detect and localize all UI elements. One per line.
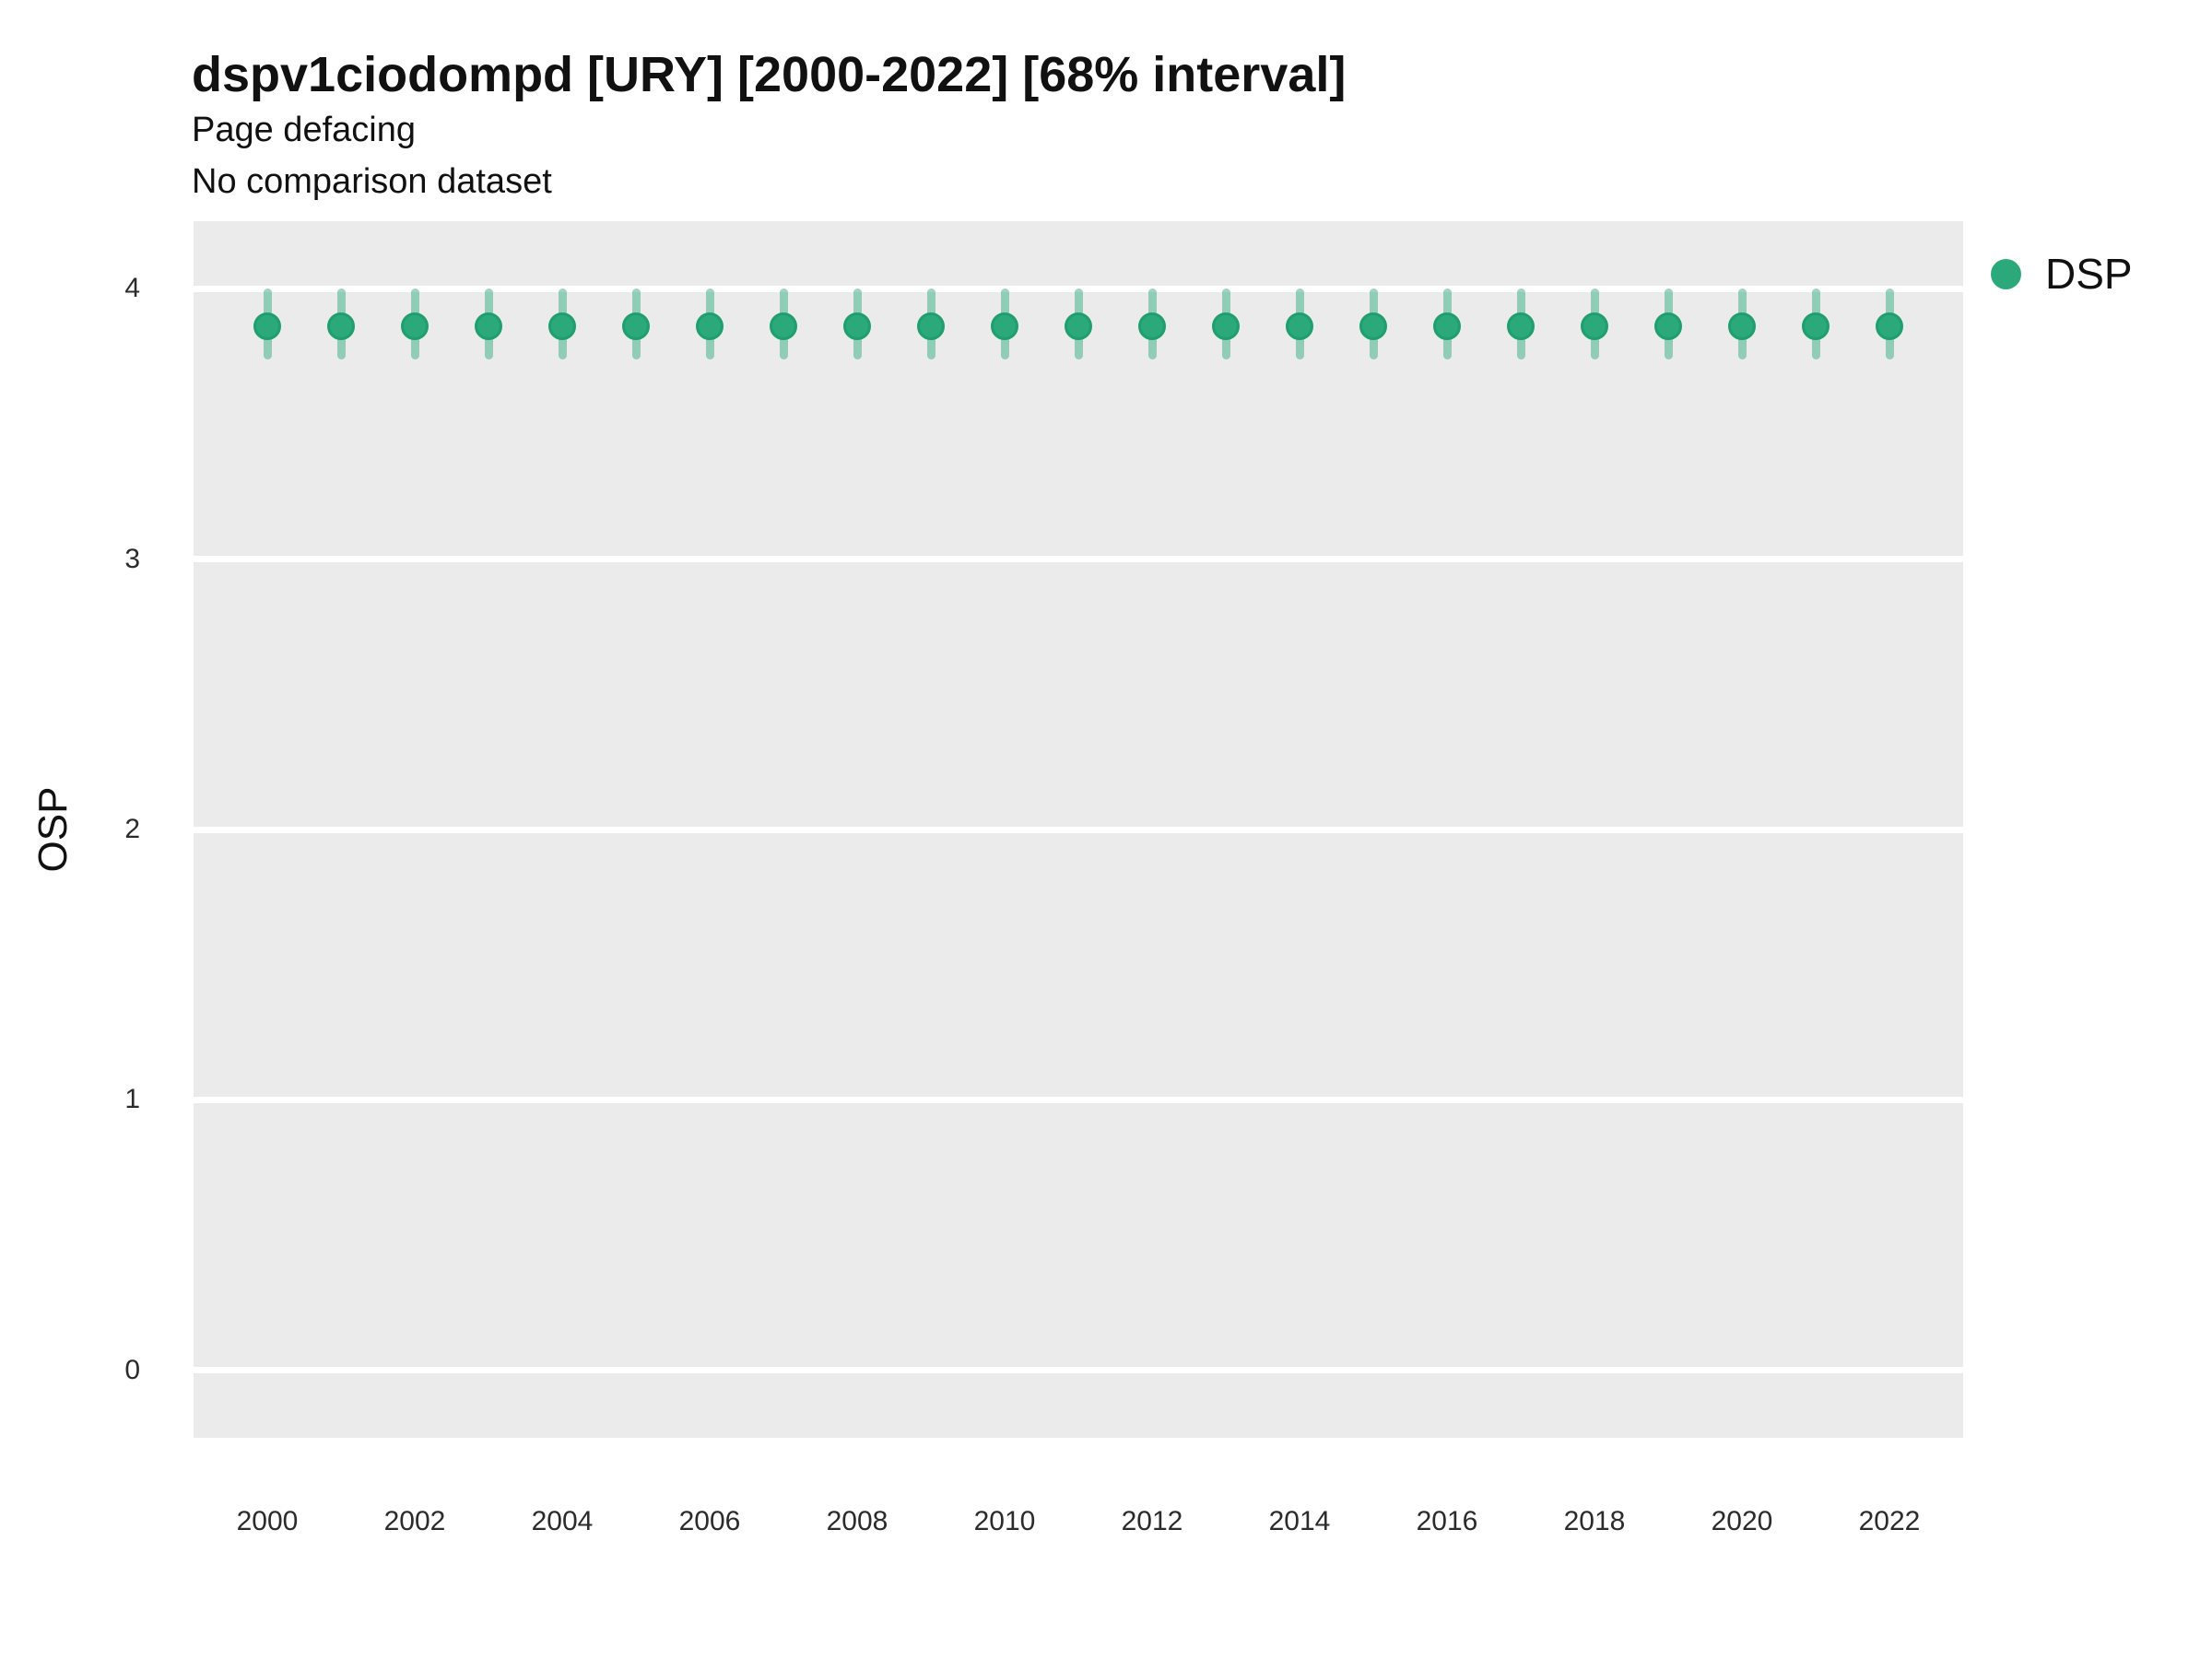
data-point	[1359, 312, 1387, 341]
data-point	[991, 312, 1018, 341]
data-point	[1433, 312, 1461, 341]
legend: DSP	[1991, 249, 2133, 299]
data-point	[1581, 312, 1608, 341]
data-point	[770, 312, 797, 341]
x-tick-label: 2000	[236, 1506, 299, 1536]
data-point	[327, 312, 355, 341]
data-point	[1507, 312, 1535, 341]
x-tick-label: 2008	[826, 1506, 888, 1536]
legend-swatch-icon	[1991, 258, 2021, 289]
y-gridline	[194, 1367, 1963, 1374]
data-point	[1876, 312, 1903, 341]
x-tick-label: 2022	[1858, 1506, 1921, 1536]
y-gridline	[194, 285, 1963, 292]
x-tick-label: 2002	[383, 1506, 446, 1536]
y-gridline	[194, 826, 1963, 833]
data-point	[1802, 312, 1830, 341]
chart-note: No comparison dataset	[192, 162, 552, 201]
x-tick-label: 2006	[678, 1506, 741, 1536]
data-point	[1212, 312, 1240, 341]
data-point	[475, 312, 502, 341]
y-tick-label: 2	[124, 814, 140, 844]
data-point	[1286, 312, 1313, 341]
data-point	[1065, 312, 1092, 341]
x-tick-label: 2004	[531, 1506, 594, 1536]
x-tick-label: 2014	[1268, 1506, 1331, 1536]
legend-label: DSP	[2045, 250, 2133, 298]
data-point	[1728, 312, 1756, 341]
data-point	[401, 312, 429, 341]
x-tick-label: 2012	[1121, 1506, 1183, 1536]
data-point	[1654, 312, 1682, 341]
chart-subtitle: Page defacing	[192, 111, 416, 149]
x-tick-label: 2010	[973, 1506, 1036, 1536]
data-point	[917, 312, 945, 341]
x-tick-label: 2020	[1711, 1506, 1773, 1536]
data-point	[253, 312, 281, 341]
data-point	[696, 312, 724, 341]
x-tick-label: 2016	[1416, 1506, 1478, 1536]
data-point	[843, 312, 871, 341]
y-gridline	[194, 556, 1963, 563]
y-tick-label: 0	[124, 1354, 140, 1385]
data-point	[622, 312, 650, 341]
data-point	[548, 312, 576, 341]
legend-item: DSP	[1991, 249, 2133, 299]
y-gridline	[194, 1096, 1963, 1103]
y-tick-label: 4	[124, 273, 140, 304]
x-tick-label: 2018	[1563, 1506, 1626, 1536]
chart-title: dspv1ciodompd [URY] [2000-2022] [68% int…	[192, 47, 1347, 102]
y-tick-label: 1	[124, 1084, 140, 1115]
data-point	[1138, 312, 1166, 341]
y-tick-label: 3	[124, 543, 140, 574]
